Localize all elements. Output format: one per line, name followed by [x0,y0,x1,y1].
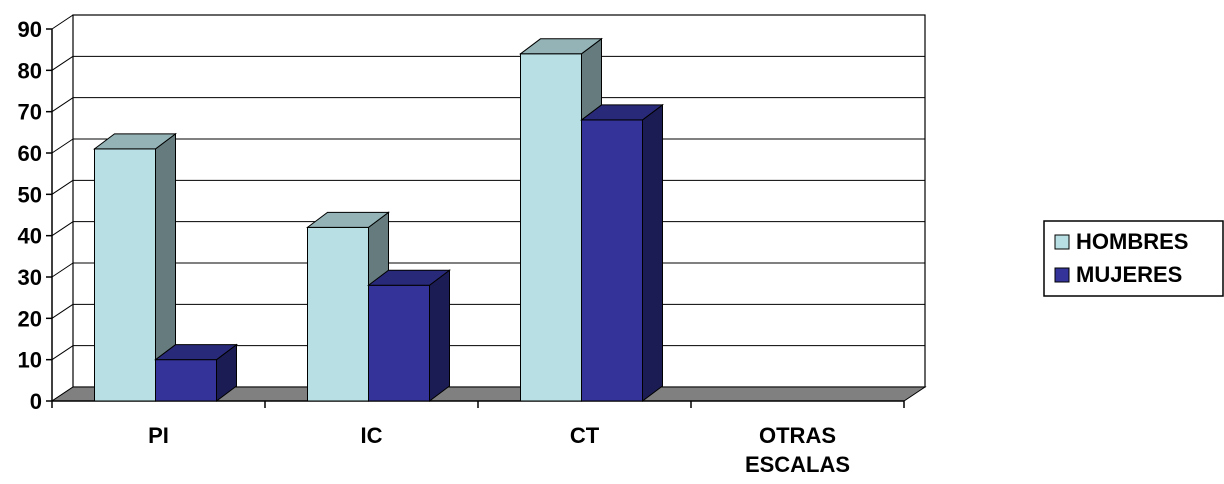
x-tick-label: OTRAS ESCALAS [745,423,850,477]
bar-front [520,53,582,402]
y-tick-label: 0 [30,389,42,414]
bar-hombres-pi [93,132,177,402]
y-tick-label: 80 [18,58,42,83]
bar-front [581,119,643,402]
gridline-side [51,303,74,319]
gridline-side [51,221,74,237]
legend-swatch-hombres [1054,234,1070,250]
y-tick-label: 10 [18,348,42,373]
y-tick-label: 60 [18,141,42,166]
bar-top [93,133,177,150]
bar-front [368,284,430,402]
bar-front [307,226,369,402]
bar-mujeres-ct [580,103,664,402]
gridline-side [51,14,74,30]
bar-mujeres-ic [367,269,451,402]
bar-top [519,38,603,55]
y-tick-label: 70 [18,100,42,125]
y-tick-label: 90 [18,17,42,42]
plot-back-wall [72,14,926,388]
bar-front [155,359,217,402]
bar-side [429,269,450,402]
bar-mujeres-pi [154,343,238,402]
gridline-side [51,262,74,278]
y-tick-label: 50 [18,182,42,207]
gridlines [51,14,926,402]
gridline-side [51,138,74,154]
x-tick-label: IC [361,423,383,448]
bar-top [154,344,238,361]
y-tick-label: 20 [18,306,42,331]
bar-top [367,269,451,286]
gridline-side [51,345,74,361]
x-tick-label: PI [148,423,169,448]
x-tick-label: CT [570,423,600,448]
bar-front [94,148,156,402]
axis-labels: 0 10 20 30 40 50 60 70 80 90 PI IC CT OTRAS ESCALAS [18,17,851,477]
legend-swatch-mujeres [1054,267,1070,283]
bar-top [580,104,664,121]
bar-side [642,103,663,402]
y-tick-label: 40 [18,224,42,249]
gridline-side [51,179,74,195]
legend: HOMBRES MUJERES [1043,220,1224,297]
gridline-side [51,97,74,113]
y-tick-label: 30 [18,265,42,290]
legend-box [1043,220,1224,297]
legend-label-hombres: HOMBRES [1076,229,1188,254]
bar-top [306,211,390,228]
legend-label-mujeres: MUJERES [1076,262,1182,287]
bars [93,37,664,402]
gridline-side [51,55,74,71]
